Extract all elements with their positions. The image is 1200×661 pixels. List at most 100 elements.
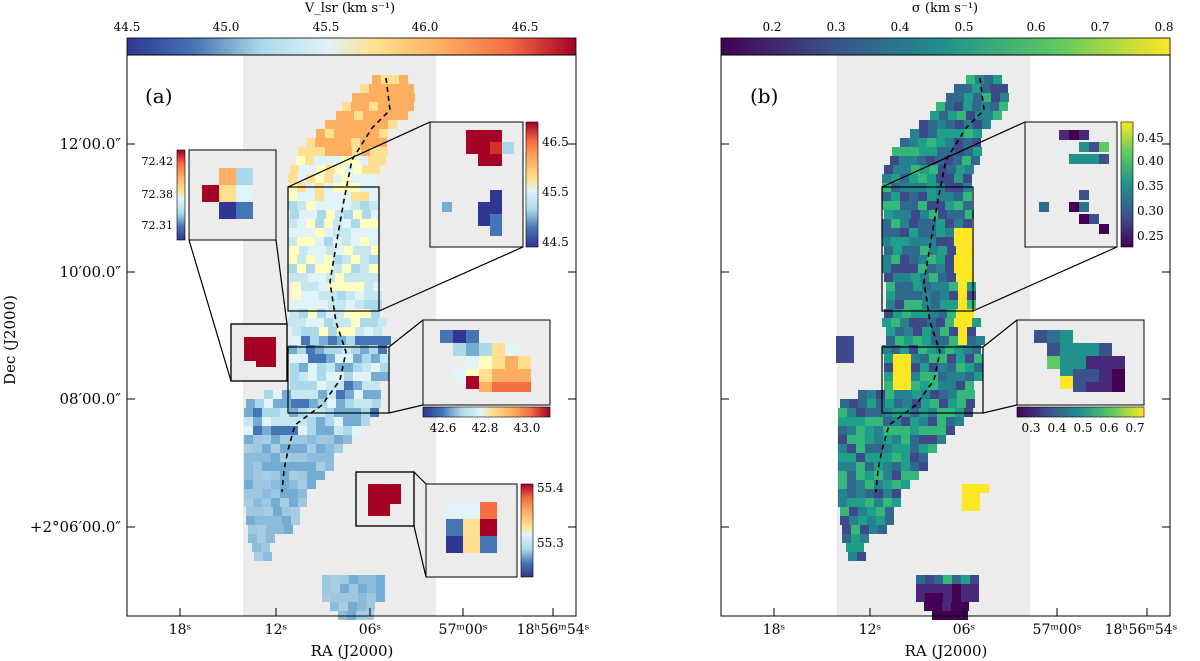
map-pixel	[290, 210, 299, 219]
map-pixel	[306, 345, 315, 354]
map-pixel	[954, 174, 963, 183]
map-pixel	[310, 291, 319, 300]
map-pixel	[883, 462, 892, 471]
inset-pixel	[219, 202, 236, 219]
map-pixel	[948, 111, 957, 120]
map-pixel	[253, 417, 262, 426]
map-pixel	[903, 399, 912, 408]
map-pixel	[344, 246, 353, 255]
map-pixel	[298, 480, 307, 489]
map-pixel	[318, 390, 327, 399]
map-pixel	[360, 318, 369, 327]
map-pixel	[865, 444, 874, 453]
map-pixel	[890, 156, 899, 165]
map-pixel	[891, 318, 900, 327]
map-pixel	[937, 147, 946, 156]
map-pixel	[275, 525, 284, 534]
map-pixel	[909, 228, 918, 237]
map-pixel	[292, 327, 301, 336]
map-pixel	[396, 102, 405, 111]
map-pixel	[360, 237, 369, 246]
map-pixel	[973, 120, 982, 129]
map-pixel	[885, 516, 894, 525]
y-tick-label: 08′00.0″	[60, 390, 122, 408]
map-pixel	[361, 417, 370, 426]
map-pixel	[902, 246, 911, 255]
map-pixel	[974, 363, 983, 372]
map-pixel	[882, 345, 891, 354]
map-pixel	[244, 453, 253, 462]
map-pixel	[885, 399, 894, 408]
map-pixel	[943, 575, 952, 584]
map-pixel	[882, 228, 891, 237]
map-pixel	[970, 593, 979, 602]
map-pixel	[934, 584, 943, 593]
map-pixel	[838, 417, 847, 426]
map-pixel	[244, 408, 253, 417]
map-pixel	[884, 210, 893, 219]
map-pixel	[962, 502, 971, 511]
map-pixel	[984, 111, 993, 120]
x-tick-label: 12ˢ	[265, 622, 288, 638]
map-pixel	[882, 264, 891, 273]
map-pixel	[919, 129, 928, 138]
map-pixel	[952, 575, 961, 584]
x-tick-label: 57ᵐ00ˢ	[1033, 622, 1082, 638]
map-pixel	[264, 507, 273, 516]
map-pixel	[956, 309, 965, 318]
map-pixel	[360, 345, 369, 354]
x-tick-label: 18ʰ56ᵐ54ˢ	[1105, 622, 1178, 638]
map-pixel	[946, 120, 955, 129]
map-pixel	[280, 426, 289, 435]
inset-colorbar	[423, 407, 550, 417]
map-pixel	[308, 381, 317, 390]
map-pixel	[886, 336, 895, 345]
map-pixel	[920, 363, 929, 372]
map-pixel	[376, 584, 385, 593]
map-pixel	[298, 453, 307, 462]
map-pixel	[945, 174, 954, 183]
inset-colorbar-tick: 0.5	[1073, 421, 1092, 435]
map-pixel	[910, 147, 919, 156]
map-pixel	[929, 165, 938, 174]
map-pixel	[290, 381, 299, 390]
map-pixel	[918, 228, 927, 237]
map-pixel	[895, 300, 904, 309]
inset-b-top-right: 0.45 0.40 0.35 0.30 0.25	[1025, 122, 1164, 247]
map-pixel	[916, 593, 925, 602]
map-pixel	[911, 246, 920, 255]
map-pixel	[289, 453, 298, 462]
map-pixel	[966, 75, 975, 84]
map-pixel	[397, 93, 406, 102]
map-pixel	[315, 192, 324, 201]
map-pixel	[246, 399, 255, 408]
map-pixel	[876, 516, 885, 525]
map-pixel	[289, 444, 298, 453]
map-pixel	[334, 147, 343, 156]
map-pixel	[255, 516, 264, 525]
map-pixel	[271, 444, 280, 453]
map-pixel	[845, 336, 854, 345]
x-tick-label: 18ˢ	[763, 622, 786, 638]
map-pixel	[966, 399, 975, 408]
map-pixel	[307, 147, 316, 156]
map-pixel	[894, 399, 903, 408]
map-pixel	[893, 210, 902, 219]
map-pixel	[355, 282, 364, 291]
map-pixel	[334, 435, 343, 444]
map-pixel	[344, 273, 353, 282]
map-pixel	[378, 84, 387, 93]
map-pixel	[364, 300, 373, 309]
map-pixel	[299, 273, 308, 282]
map-pixel	[317, 246, 326, 255]
map-pixel	[930, 390, 939, 399]
map-pixel	[963, 318, 972, 327]
map-pixel	[357, 602, 366, 611]
map-pixel	[273, 399, 282, 408]
map-pixel	[894, 390, 903, 399]
map-pixel	[255, 507, 264, 516]
map-pixel	[900, 201, 909, 210]
map-pixel	[902, 165, 911, 174]
inset-colorbar-tick: 46.5	[542, 135, 569, 149]
map-pixel	[380, 363, 389, 372]
